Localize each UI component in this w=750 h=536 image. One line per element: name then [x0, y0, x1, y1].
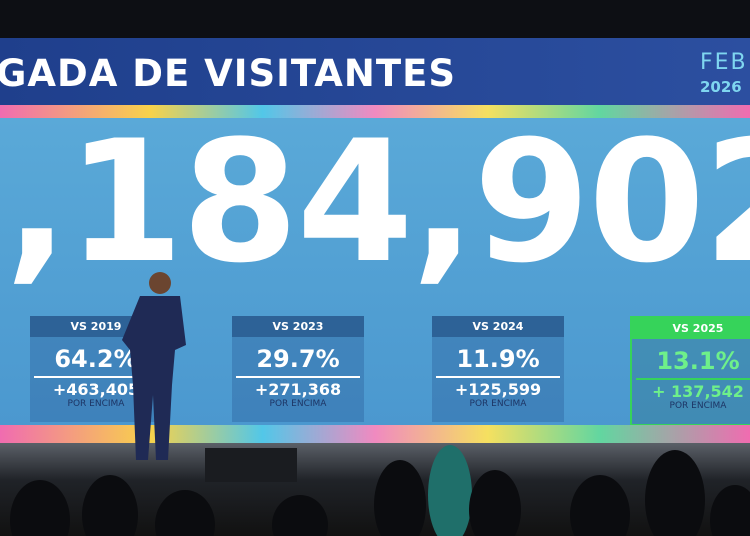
card-delta: + 137,542 [652, 382, 744, 401]
speaker-box [205, 448, 297, 482]
card-pct: 29.7% [236, 345, 360, 378]
header-band [0, 38, 750, 106]
stat-card: VS 2023 29.7% +271,368 POR ENCIMA [232, 316, 364, 422]
title: GADA DE VISITANTES [0, 52, 457, 95]
card-pct: 13.1% [636, 347, 750, 380]
stripe [0, 105, 750, 118]
month: FEB [700, 50, 748, 75]
stat-card: VS 2025 13.1% + 137,542 POR ENCIMA [630, 316, 750, 426]
card-note: POR ENCIMA [269, 399, 327, 409]
card-note: POR ENCIMA [469, 399, 527, 409]
card-label: VS 2025 [632, 318, 750, 339]
card-note: POR ENCIMA [669, 401, 727, 411]
year: 2026 [700, 78, 742, 96]
stripe [0, 425, 750, 443]
stat-card: VS 2024 11.9% +125,599 POR ENCIMA [432, 316, 564, 422]
screen-body [0, 118, 750, 426]
card-delta: +463,405 [52, 380, 140, 399]
card-label: VS 2024 [432, 316, 564, 337]
presenter [122, 272, 186, 460]
card-delta: +271,368 [254, 380, 342, 399]
card-label: VS 2023 [232, 316, 364, 337]
card-pct: 11.9% [436, 345, 560, 378]
card-pct: 64.2% [34, 345, 158, 378]
card-note: POR ENCIMA [67, 399, 125, 409]
card-delta: +125,599 [454, 380, 542, 399]
total: ,184,902 [5, 104, 750, 300]
audience [10, 445, 750, 536]
